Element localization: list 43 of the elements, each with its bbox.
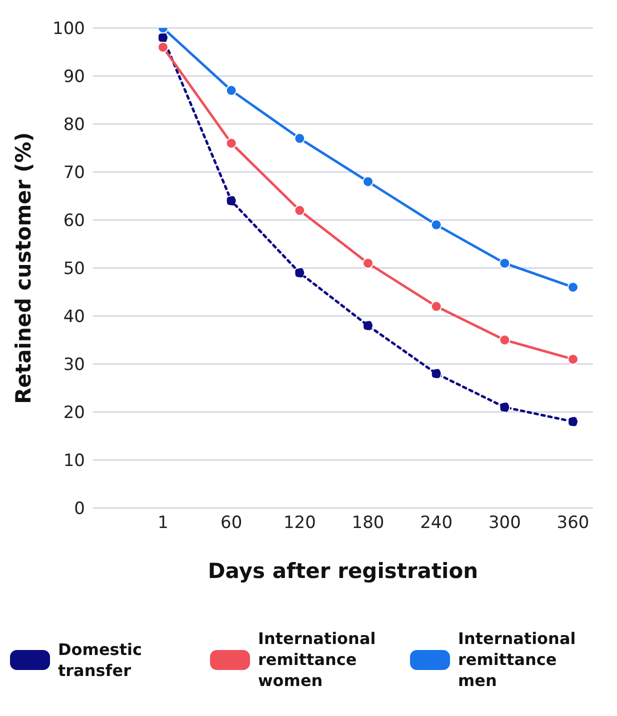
point <box>430 219 442 230</box>
point <box>499 334 510 346</box>
y-tick-label: 80 <box>63 115 85 136</box>
y-tick-label: 50 <box>63 259 85 280</box>
point <box>158 42 168 53</box>
x-tick-label: 1 <box>158 513 168 534</box>
x-tick-label: 60 <box>220 513 242 534</box>
point <box>226 138 237 149</box>
x-tick-label: 120 <box>283 513 316 534</box>
point <box>362 258 374 269</box>
point <box>568 416 578 428</box>
point <box>226 195 237 206</box>
legend-label: International remittance men <box>458 628 577 691</box>
point <box>362 176 374 188</box>
y-tick-label: 40 <box>63 307 85 328</box>
point <box>362 320 374 332</box>
point <box>568 354 578 365</box>
x-tick-label: 300 <box>488 513 521 534</box>
y-tick-label: 0 <box>74 499 85 520</box>
x-tick-label: 240 <box>420 513 453 534</box>
x-axis-title: Days after registration <box>208 559 478 583</box>
y-tick-label: 30 <box>63 355 85 376</box>
y-axis-title: Retained customer (%) <box>11 132 36 404</box>
point <box>294 132 306 144</box>
point <box>430 300 442 312</box>
x-tick-label: 180 <box>352 513 384 534</box>
point <box>499 258 510 269</box>
y-tick-label: 60 <box>63 211 85 232</box>
point <box>294 267 306 278</box>
y-tick-label: 10 <box>63 451 85 472</box>
point <box>294 204 306 216</box>
point <box>226 84 237 96</box>
point <box>568 282 578 293</box>
y-tick-label: 70 <box>63 163 85 184</box>
y-tick-label: 20 <box>63 403 85 424</box>
point <box>158 32 168 44</box>
point <box>499 402 510 413</box>
legend-label: Domestic transfer <box>58 638 143 680</box>
point <box>430 368 442 380</box>
legend-label: International remittance women <box>258 628 377 691</box>
x-tick-label: 360 <box>556 513 590 534</box>
y-tick-label: 90 <box>63 67 85 88</box>
y-tick-label: 100 <box>52 19 85 40</box>
